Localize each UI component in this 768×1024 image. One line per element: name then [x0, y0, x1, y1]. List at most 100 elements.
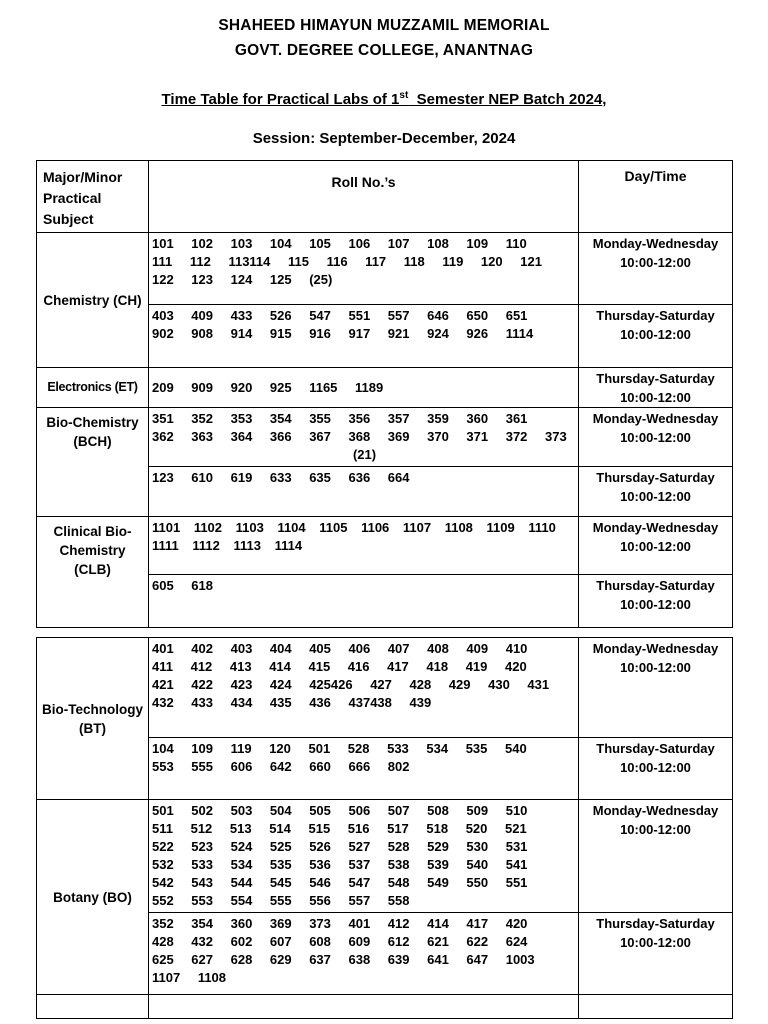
- roll-numbers-line: 432 433 434 435 436 437438 439: [152, 695, 432, 710]
- table-row: Bio-Chemistry (BCH) 351 352 353 354 355 …: [36, 407, 733, 517]
- time-range: 10:00-12:00: [620, 659, 691, 675]
- day-range: Thursday-Saturday: [596, 371, 715, 386]
- rolls-cell-chemistry-thu-sat: 403 409 433 526 547 551 557 646 650 651 …: [148, 304, 579, 368]
- header-subject-column: Major/Minor Practical Subject: [36, 160, 149, 233]
- daytime-cell-clinical-bio-chemistry-thu-sat: Thursday-Saturday 10:00-12:00: [578, 574, 733, 628]
- rolls-cell-botany-mon-wed: 501 502 503 504 505 506 507 508 509 510 …: [148, 799, 579, 913]
- table-row: 403 409 433 526 547 551 557 646 650 651 …: [37, 304, 733, 368]
- timetable-title-prefix: Time Table for Practical Labs of 1: [161, 91, 400, 108]
- timetable-lower: Bio-Technology (BT) 401 402 403 404 405 …: [36, 637, 733, 1019]
- header-daytime-column: Day/Time: [578, 160, 733, 233]
- subject-label: Botany (BO): [53, 889, 132, 905]
- subject-cell-chemistry: Chemistry (CH): [36, 232, 149, 368]
- empty-cell: [36, 994, 149, 1019]
- roll-numbers-line: 605 618: [152, 578, 213, 593]
- roll-numbers-line: 421 422 423 424 425426 427 428 429 430 4…: [152, 677, 550, 692]
- rolls-cell-bio-technology-thu-sat: 104 109 119 120 501 528 533 534 535 540 …: [148, 737, 579, 800]
- roll-numbers-line: 1101 1102 1103 1104 1105 1106 1107 1108 …: [152, 520, 556, 535]
- ordinal-suffix: st: [399, 90, 409, 101]
- roll-numbers-line: 352 354 360 369 373 401 412 414 417 420: [152, 916, 528, 931]
- subject-cell-bio-technology: Bio-Technology (BT): [36, 637, 149, 800]
- daytime-cell-chemistry-thu-sat: Thursday-Saturday 10:00-12:00: [578, 304, 733, 368]
- roll-numbers-line: 101 102 103 104 105 106 107 108 109 110: [152, 236, 527, 251]
- table-row: Botany (BO) 501 502 503 504 505 506 507 …: [36, 799, 733, 995]
- roll-count-label: (21): [352, 447, 377, 462]
- subject-label: Bio-Technology: [42, 701, 143, 717]
- subject-label: Chemistry: [59, 543, 126, 558]
- roll-numbers-line: 428 432 602 607 608 609 612 621 622 624: [152, 934, 528, 949]
- table-header-row: Major/Minor Practical Subject Roll No.’s…: [36, 160, 733, 233]
- time-range: 10:00-12:00: [620, 759, 691, 775]
- day-range: Monday-Wednesday: [592, 236, 719, 251]
- table-row: 123 610 619 633 635 636 664 Thursday-Sat…: [37, 466, 733, 517]
- roll-numbers-line: 902 908 914 915 916 917 921 924 926 1114: [152, 326, 534, 341]
- daytime-cell-chemistry-mon-wed: Monday-Wednesday 10:00-12:00: [578, 232, 733, 305]
- roll-numbers-line: 111 112 113114 115 116 117 118 119 120 1…: [152, 254, 542, 269]
- document-header: SHAHEED HIMAYUN MUZZAMIL MEMORIAL GOVT. …: [0, 13, 768, 147]
- rolls-cell-clinical-bio-chemistry-mon-wed: 1101 1102 1103 1104 1105 1106 1107 1108 …: [148, 516, 579, 575]
- day-range: Monday-Wednesday: [592, 803, 719, 818]
- table-row: Chemistry (CH) 101 102 103 104 105 106 1…: [36, 232, 733, 368]
- rolls-cell-bio-chemistry-thu-sat: 123 610 619 633 635 636 664: [148, 466, 579, 517]
- daytime-cell-botany-thu-sat: Thursday-Saturday 10:00-12:00: [578, 912, 733, 995]
- day-range: Thursday-Saturday: [596, 470, 715, 485]
- daytime-cell-clinical-bio-chemistry-mon-wed: Monday-Wednesday 10:00-12:00: [578, 516, 733, 575]
- daytime-cell-electronics-thu-sat: Thursday-Saturday 10:00-12:00: [578, 367, 733, 408]
- day-range: Monday-Wednesday: [592, 411, 719, 426]
- rolls-cell-botany-thu-sat: 352 354 360 369 373 401 412 414 417 420 …: [148, 912, 579, 995]
- empty-cell: [578, 994, 733, 1019]
- subject-cell-bio-chemistry: Bio-Chemistry (BCH): [36, 407, 149, 517]
- roll-numbers-line: 542 543 544 545 546 547 548 549 550 551: [152, 875, 528, 890]
- session-line: Session: September-December, 2024: [252, 130, 516, 147]
- day-range: Monday-Wednesday: [592, 641, 719, 656]
- roll-numbers-line: 123 610 619 633 635 636 664: [152, 470, 410, 485]
- subject-label: (CLB): [74, 562, 111, 577]
- day-range: Thursday-Saturday: [596, 916, 715, 931]
- roll-numbers-line: 411 412 413 414 415 416 417 418 419 420: [152, 659, 527, 674]
- daytime-cell-bio-technology-thu-sat: Thursday-Saturday 10:00-12:00: [578, 737, 733, 800]
- time-range: 10:00-12:00: [620, 254, 691, 270]
- time-range: 10:00-12:00: [620, 538, 691, 554]
- timetable-title: Time Table for Practical Labs of 1st Sem…: [0, 90, 768, 109]
- rolls-cell-bio-chemistry-mon-wed: 351 352 353 354 355 356 357 359 360 361 …: [148, 407, 579, 467]
- roll-numbers-line: 511 512 513 514 515 516 517 518 520 521: [152, 821, 527, 836]
- roll-numbers-line: 1111 1112 1113 1114: [152, 538, 303, 553]
- time-range: 10:00-12:00: [620, 429, 691, 445]
- roll-numbers-line: 1107 1108: [152, 970, 227, 985]
- header-rolls-column: Roll No.’s: [148, 160, 579, 233]
- table-row: 605 618 Thursday-Saturday 10:00-12:00: [37, 574, 733, 628]
- subject-label: (BT): [79, 720, 106, 736]
- timetable-title-comma: ,: [602, 91, 607, 108]
- table-row: Electronics (ET) 209 909 920 925 1165 11…: [36, 367, 733, 408]
- time-range: 10:00-12:00: [620, 389, 691, 405]
- roll-numbers-line: 104 109 119 120 501 528 533 534 535 540: [152, 741, 527, 756]
- roll-numbers-line: 362 363 364 366 367 368 369 370 371 372 …: [152, 429, 567, 444]
- roll-numbers-line: 209 909 920 925 1165 1189: [152, 379, 384, 395]
- roll-numbers-line: 532 533 534 535 536 537 538 539 540 541: [152, 857, 528, 872]
- rolls-cell-clinical-bio-chemistry-thu-sat: 605 618: [148, 574, 579, 628]
- table-row: Clinical Bio- Chemistry (CLB) 1101 1102 …: [36, 516, 733, 628]
- time-range: 10:00-12:00: [620, 488, 691, 504]
- daytime-cell-botany-mon-wed: Monday-Wednesday 10:00-12:00: [578, 799, 733, 913]
- day-range: Thursday-Saturday: [596, 578, 715, 593]
- time-range: 10:00-12:00: [620, 326, 691, 342]
- table-row: 104 109 119 120 501 528 533 534 535 540 …: [37, 737, 733, 800]
- roll-numbers-line: 552 553 554 555 556 557 558: [152, 893, 410, 908]
- daytime-cell-bio-chemistry-thu-sat: Thursday-Saturday 10:00-12:00: [578, 466, 733, 517]
- table-row: 352 354 360 369 373 401 412 414 417 420 …: [37, 912, 733, 995]
- day-range: Thursday-Saturday: [596, 308, 715, 323]
- subject-label: Bio-Chemistry: [46, 415, 139, 430]
- time-range: 10:00-12:00: [620, 596, 691, 612]
- time-range: 10:00-12:00: [620, 821, 691, 837]
- roll-numbers-line: 553 555 606 642 660 666 802: [152, 759, 410, 774]
- roll-numbers-line: 401 402 403 404 405 406 407 408 409 410: [152, 641, 528, 656]
- subject-label: (BCH): [73, 434, 112, 449]
- roll-numbers-line: 522 523 524 525 526 527 528 529 530 531: [152, 839, 528, 854]
- daytime-cell-bio-technology-mon-wed: Monday-Wednesday 10:00-12:00: [578, 637, 733, 738]
- day-range: Thursday-Saturday: [596, 741, 715, 756]
- subject-label: Chemistry (CH): [43, 292, 142, 308]
- subject-cell-electronics: Electronics (ET): [36, 367, 149, 408]
- subject-cell-botany: Botany (BO): [36, 799, 149, 995]
- roll-numbers-line: 351 352 353 354 355 356 357 359 360 361: [152, 411, 528, 426]
